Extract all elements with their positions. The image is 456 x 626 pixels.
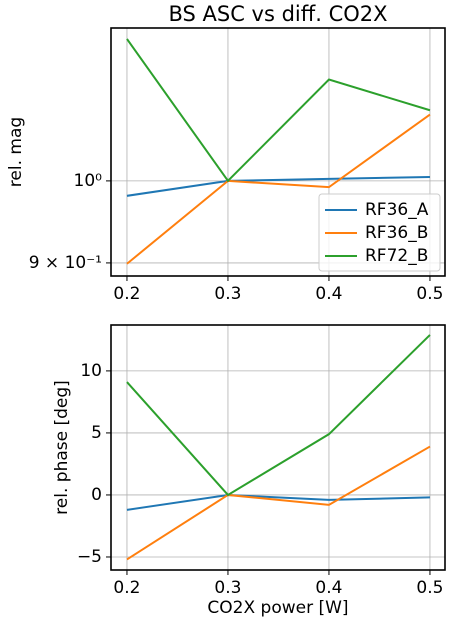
y-axis-label: rel. mag (6, 117, 26, 187)
plot-frame (110, 324, 446, 571)
legend-box (318, 193, 441, 272)
data-line (126, 445, 431, 561)
chart-title: BS ASC vs diff. CO2X (168, 2, 387, 26)
data-line (126, 113, 431, 265)
x-axis-label: CO2X power [W] (207, 598, 348, 618)
y-tick-label: 5 (91, 423, 102, 443)
x-tick-label: 0.2 (113, 284, 140, 304)
y-axis-label: rel. phase [deg] (52, 380, 72, 515)
data-line (126, 493, 430, 511)
x-tick-label: 0.2 (113, 578, 140, 598)
x-tick-label: 0.4 (315, 284, 342, 304)
legend-label: RF36_B (365, 223, 428, 243)
plot-frame (110, 27, 446, 277)
x-tick-label: 0.3 (214, 578, 241, 598)
y-tick-label: 10⁰ (74, 171, 103, 191)
data-line (126, 38, 431, 183)
legend-label: RF72_B (365, 246, 428, 266)
data-line (126, 334, 431, 497)
y-tick-label: 0 (91, 485, 102, 505)
x-tick-label: 0.5 (416, 284, 443, 304)
x-tick-label: 0.3 (214, 284, 241, 304)
data-line (126, 176, 430, 197)
y-tick-label: −5 (77, 547, 102, 567)
y-tick-label: 9 × 10⁻¹ (29, 253, 102, 273)
legend-label: RF36_A (365, 200, 429, 220)
x-tick-label: 0.4 (315, 578, 342, 598)
x-tick-label: 0.5 (416, 578, 443, 598)
y-tick-label: 10 (80, 361, 102, 381)
